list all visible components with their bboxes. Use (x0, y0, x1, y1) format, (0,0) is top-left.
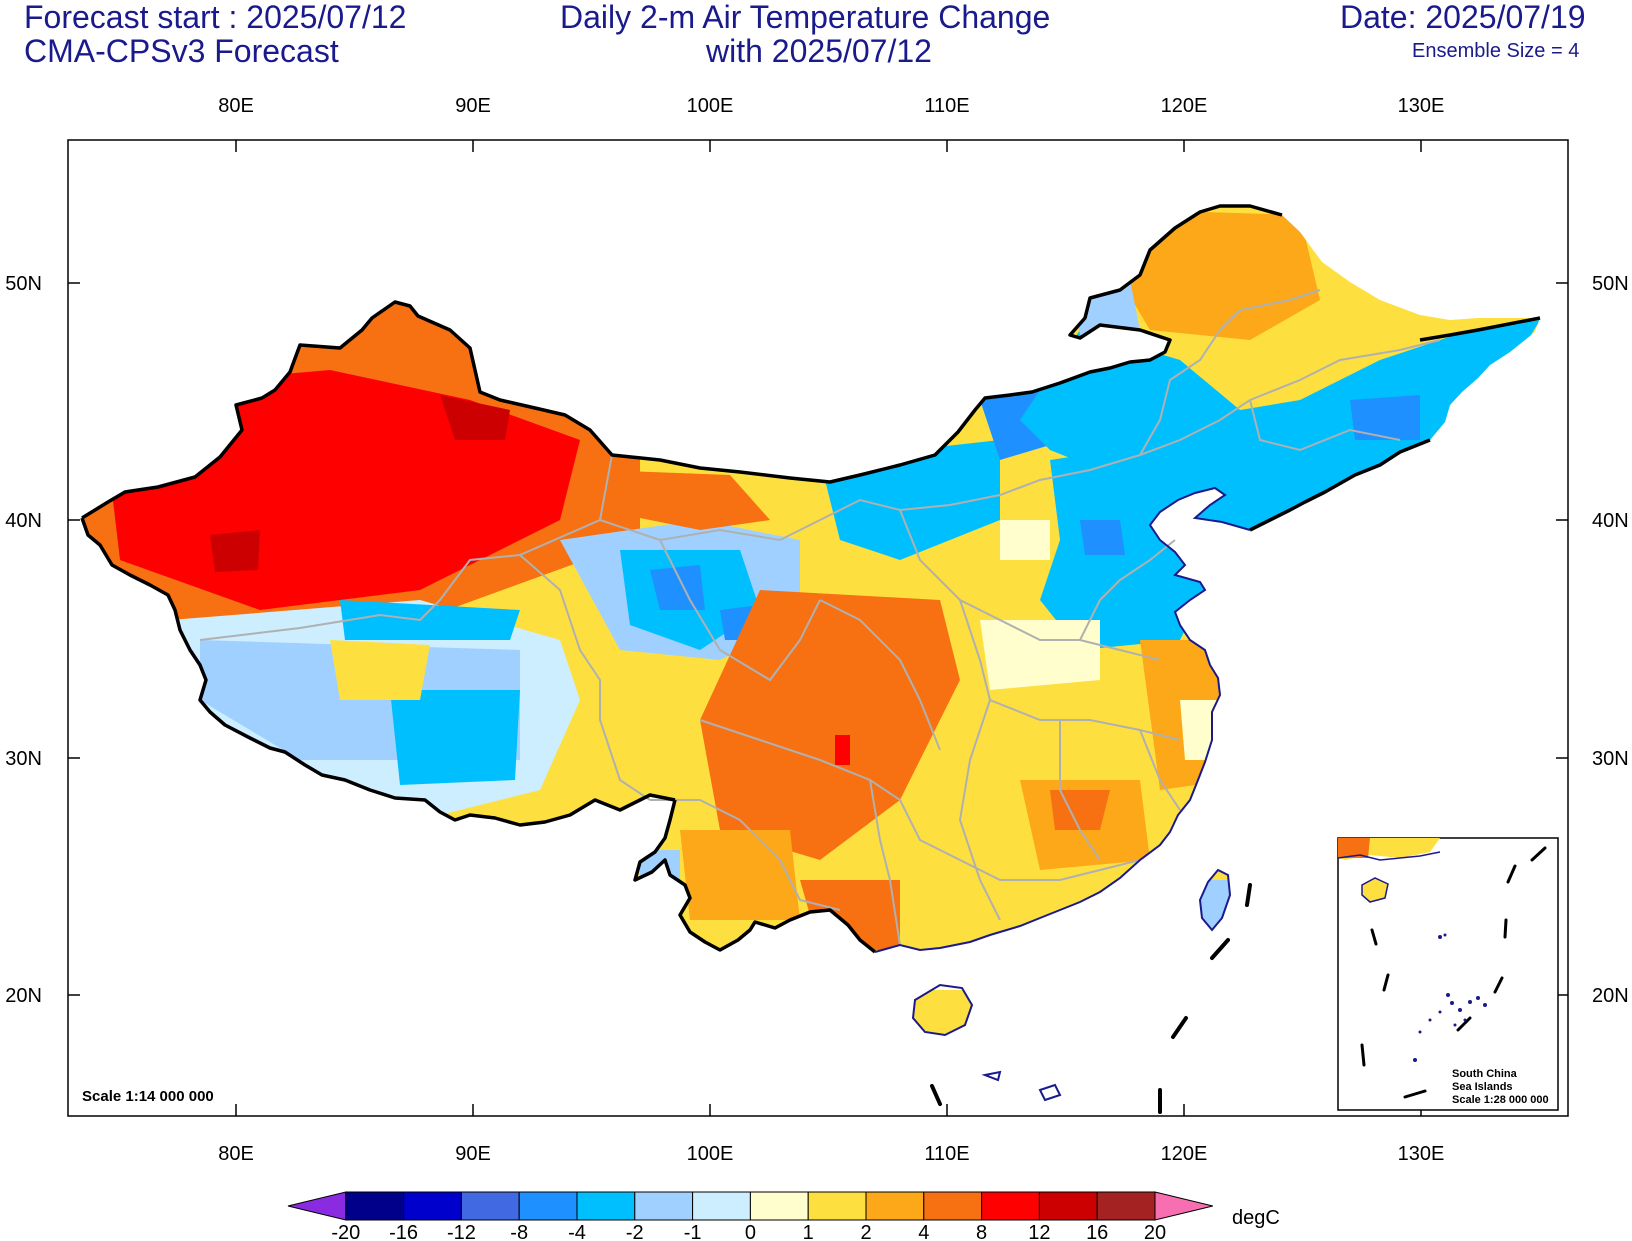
lon-label-130e: 130E (1398, 95, 1445, 117)
lat-label-50n: 50N (5, 273, 42, 295)
lon-label-100e: 100E (687, 95, 734, 117)
lat-labels-left: 50N 40N 30N 20N (5, 273, 42, 1007)
lon-label-120e: 120E (1161, 95, 1208, 117)
colorbar-box (576, 1191, 636, 1221)
lon-label-90e: 90E (455, 95, 491, 117)
colorbar-box (865, 1191, 925, 1221)
lat-label-40n-right: 40N (1592, 510, 1629, 532)
colorbar-level-label: -16 (389, 1222, 418, 1241)
colorbar-box (1038, 1191, 1098, 1221)
map-scale-label: Scale 1:14 000 000 (82, 1088, 214, 1105)
maritime-dashes (930, 883, 1252, 1114)
colorbar-underflow-triangle (287, 1191, 347, 1221)
lat-label-20n: 20N (5, 985, 42, 1007)
colorbar-level-label: 1 (803, 1222, 814, 1241)
lat-label-30n: 30N (5, 748, 42, 770)
lon-label-110e: 110E (924, 95, 969, 117)
inset-title-line2: Sea Islands (1452, 1081, 1513, 1093)
inset-map: South China Sea Islands Scale 1:28 000 0… (1337, 837, 1559, 1111)
chart-title-line1: Daily 2-m Air Temperature Change (560, 0, 1051, 35)
colorbar-box (460, 1191, 520, 1221)
coastline (874, 486, 1251, 1102)
forecast-date-label: Date: 2025/07/19 (1340, 0, 1586, 35)
colorbar-box (518, 1191, 578, 1221)
colorbar-level-label: 4 (918, 1222, 929, 1241)
colorbar-level-label: -8 (510, 1222, 528, 1241)
colorbar-level-label: 0 (745, 1222, 756, 1241)
colorbar-level-label: -2 (626, 1222, 644, 1241)
inset-title-line1: South China (1452, 1068, 1518, 1080)
colorbar-box (981, 1191, 1040, 1221)
lat-label-20n-right: 20N (1592, 985, 1629, 1007)
forecast-start-label: Forecast start : 2025/07/12 (24, 0, 407, 35)
lon-label-90e-bottom: 90E (455, 1143, 491, 1165)
ensemble-size-label: Ensemble Size = 4 (1412, 40, 1580, 62)
lon-label-80e-bottom: 80E (218, 1143, 254, 1165)
colorbar-box (345, 1191, 405, 1221)
inset-islands (1413, 933, 1487, 1062)
colorbar-level-label: -1 (684, 1222, 702, 1241)
colorbar-box (1096, 1191, 1156, 1221)
colorbar-box (807, 1191, 867, 1221)
colorbar-box (692, 1191, 751, 1221)
colorbar-level-label: 8 (976, 1222, 987, 1241)
lon-label-110e-bottom: 110E (924, 1143, 969, 1165)
lat-labels-right: 50N 40N 30N 20N (1592, 273, 1629, 1007)
lat-label-40n: 40N (5, 510, 42, 532)
lon-labels-bottom: 80E 90E 100E 110E 120E 130E (218, 1143, 1444, 1165)
country-border (80, 204, 1541, 954)
colorbar-level-label: -12 (447, 1222, 476, 1241)
colorbar-unit-label: degC (1232, 1207, 1280, 1229)
colorbar-box (749, 1191, 809, 1221)
colorbar-level-label: 20 (1144, 1222, 1166, 1241)
colorbar-box (923, 1191, 983, 1221)
colorbar-box (403, 1191, 462, 1221)
colorbar-level-label: 12 (1028, 1222, 1050, 1241)
lon-label-130e-bottom: 130E (1398, 1143, 1445, 1165)
lon-label-120e-bottom: 120E (1161, 1143, 1208, 1165)
colorbar-level-label: 2 (860, 1222, 871, 1241)
lat-label-30n-right: 30N (1592, 748, 1629, 770)
lon-labels-top: 80E 90E 100E 110E 120E 130E (218, 95, 1444, 117)
colorbar-overflow-triangle (1154, 1191, 1213, 1221)
colorbar-level-label: -4 (568, 1222, 586, 1241)
model-name-label: CMA-CPSv3 Forecast (24, 33, 339, 69)
lat-label-50n-right: 50N (1592, 273, 1629, 295)
chart-title-line2: with 2025/07/12 (706, 33, 932, 69)
colorbar-box (634, 1191, 694, 1221)
colorbar-level-label: 16 (1086, 1222, 1108, 1241)
inset-scale-label: Scale 1:28 000 000 (1452, 1094, 1549, 1106)
lon-label-100e-bottom: 100E (687, 1143, 734, 1165)
province-boundaries (199, 289, 1441, 946)
lon-label-80e: 80E (218, 95, 254, 117)
colorbar-level-label: -20 (331, 1222, 360, 1241)
colorbar: -20 -16 -12 -8 -4 -2 -1 0 1 2 4 8 12 16 20 (287, 1191, 1213, 1241)
